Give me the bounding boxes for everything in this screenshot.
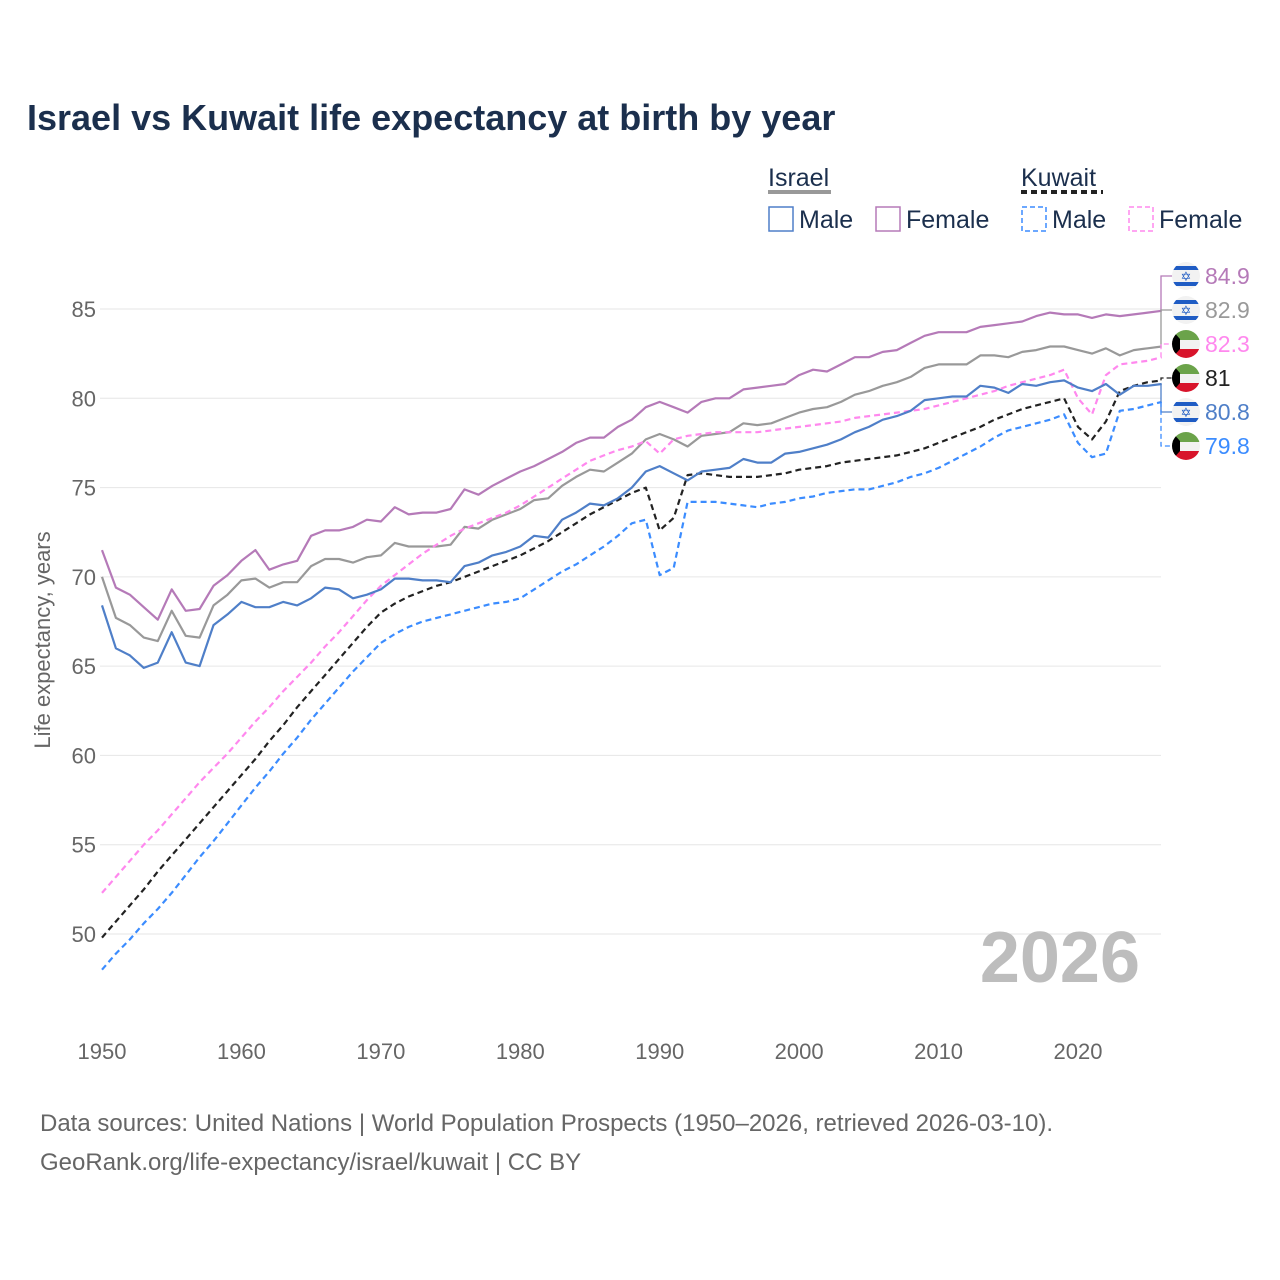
kuwait-flag-icon — [1172, 330, 1200, 358]
end-value-label: 82.3 — [1205, 331, 1250, 357]
legend-group-israel: Israel — [768, 164, 829, 192]
x-tick-label: 1970 — [356, 1039, 405, 1064]
x-tick-label: 1980 — [496, 1039, 545, 1064]
y-tick-label: 70 — [72, 565, 96, 590]
series-line-israel-male — [100, 379, 1162, 669]
end-value-label: 81 — [1205, 365, 1231, 391]
gridlines — [100, 308, 1161, 935]
x-tick-label: 1960 — [217, 1039, 266, 1064]
series-line-kuwait-female — [101, 356, 1162, 894]
legend-kuwait-male-swatch — [1021, 206, 1047, 232]
x-tick-label: 1990 — [635, 1039, 684, 1064]
y-tick-label: 55 — [72, 833, 96, 858]
legend-group-kuwait: Kuwait — [1021, 164, 1096, 192]
end-labels: ✡ 84.9 ✡ 82.9 82.3 81 ✡ 80.8 79.8 — [1160, 262, 1250, 460]
legend: Israel Male Female Kuwait Male Female — [768, 164, 1242, 234]
end-label-connector — [1160, 401, 1172, 447]
legend-israel-female-swatch — [875, 206, 901, 232]
footer-sources: Data sources: United Nations | World Pop… — [40, 1110, 1053, 1137]
series-line-israel — [100, 345, 1162, 643]
israel-flag-icon: ✡ — [1172, 262, 1200, 290]
footer-attribution[interactable]: GeoRank.org/life-expectancy/israel/kuwai… — [40, 1149, 581, 1176]
legend-kuwait-female[interactable]: Female — [1159, 206, 1242, 234]
y-tick-label: 85 — [72, 297, 96, 322]
end-label-connector — [1160, 377, 1172, 381]
end-value-label: 82.9 — [1205, 297, 1250, 323]
y-tick-label: 50 — [72, 922, 96, 947]
end-value-label: 84.9 — [1205, 263, 1250, 289]
series-line-israel-female — [100, 309, 1162, 621]
kuwait-flag-icon — [1172, 432, 1200, 460]
legend-israel-male[interactable]: Male — [799, 206, 853, 234]
y-axis: 50 55 60 65 70 75 80 85 — [72, 297, 96, 947]
end-label-connector — [1160, 343, 1172, 358]
y-axis-label: Life expectancy, years — [30, 531, 55, 748]
y-tick-label: 75 — [72, 476, 96, 501]
series-line-kuwait-male — [101, 400, 1162, 971]
y-tick-label: 80 — [72, 386, 96, 411]
end-label-connector — [1160, 384, 1172, 413]
svg-text:✡: ✡ — [1181, 405, 1192, 420]
y-tick-label: 60 — [72, 743, 96, 768]
y-tick-label: 65 — [72, 654, 96, 679]
x-tick-label: 1950 — [78, 1039, 127, 1064]
legend-israel-female[interactable]: Female — [906, 206, 989, 234]
svg-text:✡: ✡ — [1181, 303, 1192, 318]
chart-title: Israel vs Kuwait life expectancy at birt… — [27, 97, 835, 138]
end-value-label: 80.8 — [1205, 399, 1250, 425]
series-line-kuwait — [101, 379, 1162, 939]
israel-flag-icon: ✡ — [1172, 296, 1200, 324]
year-watermark: 2026 — [980, 918, 1140, 998]
svg-text:✡: ✡ — [1181, 269, 1192, 284]
legend-kuwait-female-swatch — [1128, 206, 1154, 232]
legend-israel-male-swatch — [768, 206, 794, 232]
x-axis: 1950 1960 1970 1980 1990 2000 2010 2020 — [78, 1039, 1103, 1064]
end-label-connector — [1160, 309, 1172, 347]
legend-kuwait-male[interactable]: Male — [1052, 206, 1106, 234]
series-lines — [100, 309, 1162, 971]
x-tick-label: 2000 — [775, 1039, 824, 1064]
x-tick-label: 2010 — [914, 1039, 963, 1064]
end-value-label: 79.8 — [1205, 433, 1250, 459]
kuwait-flag-icon — [1172, 364, 1200, 392]
end-label-connector — [1160, 275, 1172, 311]
israel-flag-icon: ✡ — [1172, 398, 1200, 426]
x-tick-label: 2020 — [1054, 1039, 1103, 1064]
